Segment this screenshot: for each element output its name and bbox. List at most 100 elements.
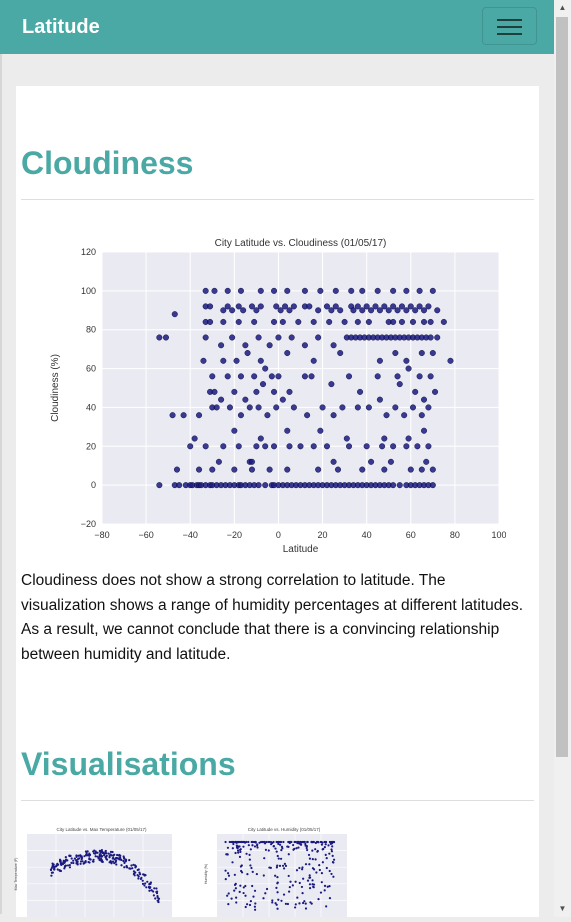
thumbnail-point [120,864,123,867]
data-point [315,334,322,341]
thumbnail-point [70,857,73,860]
thumbnail-point [271,901,274,904]
thumbnail-point [62,860,65,864]
data-point [286,388,293,395]
data-point [246,404,253,411]
thumbnail-point [305,846,308,850]
thumbnail-point [287,890,291,893]
vertical-scrollbar[interactable]: ▲ ▼ [554,0,571,917]
thumbnail-point [253,905,257,908]
thumbnail-point [101,859,104,862]
data-point [251,318,258,325]
thumbnail-point [324,853,327,856]
thumbnail-point [141,882,145,885]
thumbnail-point [281,864,285,867]
thumbnail-point [286,902,290,906]
thumbnail-point [58,869,61,872]
thumbnail-point [56,862,59,866]
data-point [180,412,187,419]
data-point [315,307,322,314]
thumbnail-point [97,857,100,860]
data-point [218,342,225,349]
thumbnail-point [293,906,297,909]
data-point [372,303,379,310]
thumbnail-point [85,851,88,855]
thumbnail-point [143,884,146,887]
thumbnail-point [123,866,126,869]
thumbnail-point [226,846,230,849]
thumbnail-point [314,848,317,851]
thumbnail-point [278,843,282,846]
data-point [248,303,255,310]
data-point [365,318,372,325]
thumbnail-point [227,892,230,895]
data-point [412,388,419,395]
data-point [275,334,282,341]
data-point [253,388,260,395]
data-point [332,303,339,310]
thumbnail-point [49,868,53,871]
thumbnail-point [148,889,151,892]
thumbnail-point [277,842,280,845]
thumbnail-point [311,883,314,886]
section-heading-cloudiness: Cloudiness [21,145,194,181]
data-point [387,458,394,465]
navbar-brand[interactable]: Latitude [22,16,100,38]
data-point [394,307,401,314]
data-point [385,307,392,314]
thumbnail-point [235,896,238,899]
data-point [429,466,436,473]
thumbnail-point [330,840,333,844]
data-point [381,435,388,442]
thumbnail-point [275,866,278,869]
data-point [242,396,249,403]
thumbnail-point [297,840,300,844]
thumbnail-point [325,866,328,870]
thumbnail-point [56,868,59,871]
thumbnail-point [230,840,233,844]
thumbnail-point [64,856,67,859]
data-point [427,318,434,325]
thumbnail-point [232,842,235,846]
thumbnail-point [231,847,234,850]
data-point [398,303,405,310]
thumbnail-point [247,840,250,844]
thumbnail-point [288,841,291,845]
thumbnail-max-temperature[interactable]: City Latitude vs. Max Temperature (01/05… [11,822,176,922]
data-point [409,318,416,325]
data-point [255,334,262,341]
cloudiness-chart-svg: −80 −60 −40 −20 0 20 40 60 80 100 −20 0 20 40 60 80 100 1… [50,238,506,555]
data-point [368,307,375,314]
thumbnail-point [104,850,107,853]
thumbnail-point [150,889,153,892]
thumbnail-point [284,902,287,905]
thumbnail-point [246,903,249,906]
thumbnail-point [107,852,110,855]
thumbnail-point [240,871,244,874]
thumbnail-point [68,854,71,857]
data-point [226,404,233,411]
data-point [156,482,163,489]
data-point [326,318,333,325]
thumbnail-point [108,861,111,864]
thumbnail-point [233,889,236,892]
data-point [359,466,366,473]
thumbnail-point [318,864,321,867]
thumbnail-point [68,863,71,867]
scroll-up-arrow-icon[interactable]: ▲ [558,3,567,12]
thumbnail-point [301,868,304,871]
navbar-toggle-button[interactable] [482,7,537,45]
thumbnail-point [64,859,67,863]
thumbnail-point [227,903,230,906]
scrollbar-thumb[interactable] [556,17,568,757]
scroll-down-arrow-icon[interactable]: ▼ [558,904,567,913]
data-point [339,404,346,411]
thumbnail-point [80,855,83,858]
thumbnail-humidity[interactable]: City Latitude vs. Humidity (01/05/17) Hum… [201,822,351,922]
data-point [279,396,286,403]
thumbnail-point [321,848,324,851]
data-point [376,357,383,364]
data-point [271,318,278,325]
thumbnail-title: City Latitude vs. Max Temperature (01/05… [57,827,147,832]
thumbnail-point [328,852,331,855]
